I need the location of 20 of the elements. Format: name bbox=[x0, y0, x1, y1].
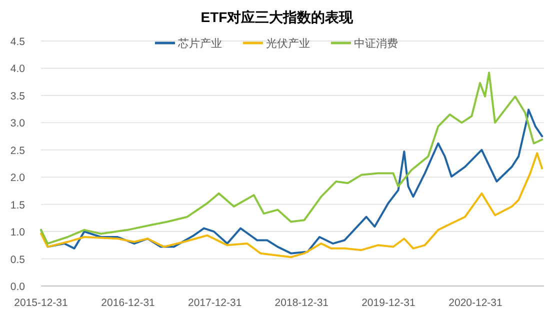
y-tick-label: 0.0 bbox=[10, 281, 26, 293]
x-tick-label: 2016-12-31 bbox=[101, 297, 156, 309]
legend-label: 光伏产业 bbox=[266, 37, 310, 50]
y-tick-label: 3.0 bbox=[10, 118, 26, 130]
y-tick-label: 2.5 bbox=[10, 144, 26, 157]
y-tick-label: 0.5 bbox=[10, 254, 26, 266]
chart-title: ETF对应三大指数的表现 bbox=[200, 9, 354, 25]
x-tick-label: 2020-12-31 bbox=[448, 297, 503, 309]
y-tick-label: 3.5 bbox=[10, 90, 26, 102]
legend-label: 芯片产业 bbox=[177, 37, 222, 50]
x-tick-label: 2019-12-31 bbox=[362, 297, 416, 309]
legend-label: 中证消费 bbox=[354, 37, 398, 50]
x-tick-label: 2015-12-31 bbox=[14, 297, 68, 309]
x-tick-label: 2017-12-31 bbox=[188, 297, 242, 309]
x-tick-label: 2018-12-31 bbox=[274, 297, 329, 309]
y-tick-label: 1.5 bbox=[10, 199, 26, 212]
y-tick-label: 2.0 bbox=[10, 172, 26, 184]
y-tick-label: 4.0 bbox=[10, 63, 26, 76]
y-tick-label: 1.0 bbox=[10, 226, 26, 239]
y-tick-label: 4.5 bbox=[10, 36, 26, 48]
